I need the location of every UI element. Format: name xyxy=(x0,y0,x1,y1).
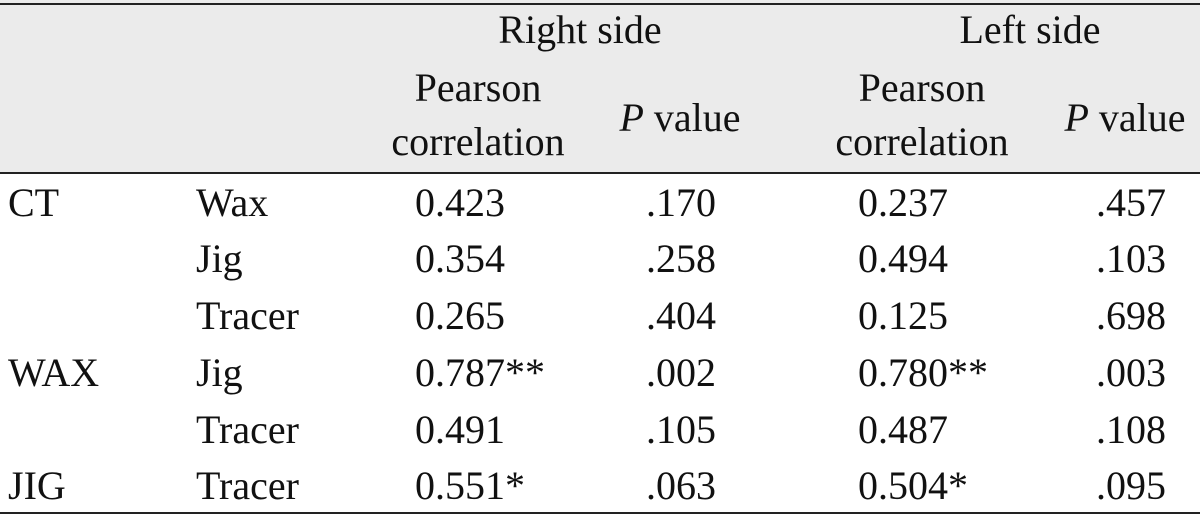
right-p-value: .002 xyxy=(646,350,716,395)
item-label: Jig xyxy=(196,350,243,395)
right-pearson-value: 0.423 xyxy=(415,180,505,225)
left-p-value: .698 xyxy=(1096,293,1166,338)
item-label: Jig xyxy=(196,236,243,281)
p-value-label: value xyxy=(1088,95,1186,140)
p-symbol: P xyxy=(619,95,644,140)
left-pearson-value: 0.237 xyxy=(858,180,948,225)
top-rule xyxy=(0,3,1200,5)
right-pearson-header-line2: correlation xyxy=(391,119,565,164)
left-pearson-value: 0.504* xyxy=(858,463,968,508)
left-pearson-header-line1: Pearson xyxy=(858,65,986,110)
item-label: Wax xyxy=(196,180,269,225)
left-pearson-value: 0.125 xyxy=(858,293,948,338)
right-pearson-value: 0.787** xyxy=(415,350,545,395)
left-p-value: .095 xyxy=(1096,463,1166,508)
group-label: CT xyxy=(8,180,60,225)
left-p-value: .457 xyxy=(1096,180,1166,225)
left-pearson-header-line2: correlation xyxy=(835,119,1009,164)
right-pearson-value: 0.551* xyxy=(415,463,525,508)
right-p-value: .258 xyxy=(646,236,716,281)
item-label: Tracer xyxy=(196,407,299,452)
bottom-rule xyxy=(0,512,1200,514)
right-side-header: Right side xyxy=(498,7,662,52)
item-label: Tracer xyxy=(196,463,299,508)
header-rule xyxy=(0,172,1200,174)
right-pearson-value: 0.354 xyxy=(415,236,505,281)
left-p-value: .108 xyxy=(1096,407,1166,452)
right-pearson-header-line1: Pearson xyxy=(414,65,542,110)
right-pearson-value: 0.265 xyxy=(415,293,505,338)
p-symbol: P xyxy=(1064,95,1089,140)
p-value-label: value xyxy=(643,95,741,140)
item-label: Tracer xyxy=(196,293,299,338)
group-label: WAX xyxy=(8,350,100,395)
right-p-value: .404 xyxy=(646,293,716,338)
group-label: JIG xyxy=(8,463,66,508)
right-pearson-value: 0.491 xyxy=(415,407,505,452)
right-p-value: .063 xyxy=(646,463,716,508)
left-side-header: Left side xyxy=(959,7,1101,52)
right-p-value-header: P value xyxy=(600,96,760,140)
left-pearson-value: 0.487 xyxy=(858,407,948,452)
table-header-band xyxy=(0,0,1200,173)
right-p-value: .105 xyxy=(646,407,716,452)
right-p-value: .170 xyxy=(646,180,716,225)
left-p-value: .103 xyxy=(1096,236,1166,281)
left-pearson-value: 0.780** xyxy=(858,350,988,395)
left-p-value: .003 xyxy=(1096,350,1166,395)
left-pearson-value: 0.494 xyxy=(858,236,948,281)
left-p-value-header: P value xyxy=(1050,96,1200,140)
